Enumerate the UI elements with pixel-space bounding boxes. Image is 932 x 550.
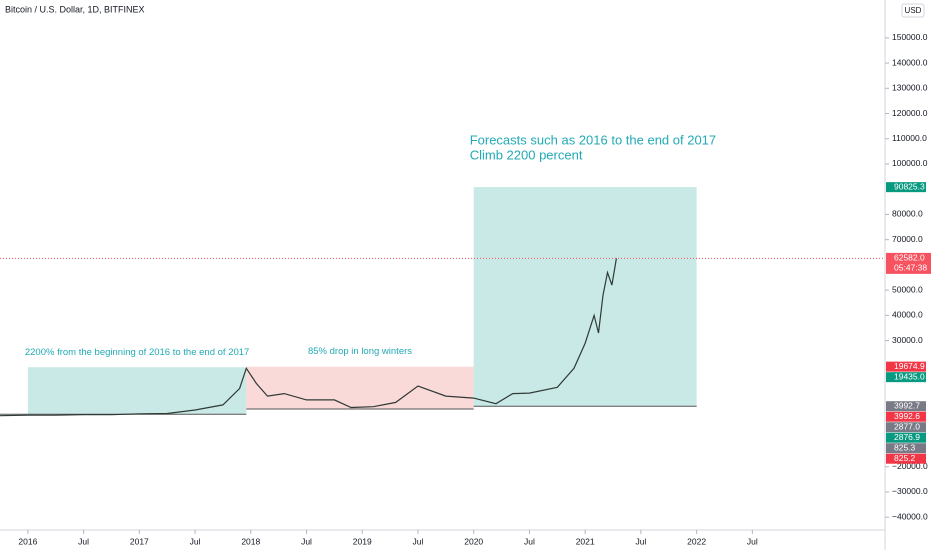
- price-tag-label: 90825.3: [894, 181, 925, 191]
- x-tick-label: Jul: [413, 536, 424, 546]
- price-tag-label: 2877.0: [894, 421, 920, 431]
- y-tick-label: 150000.0: [892, 32, 928, 42]
- x-tick-label: Jul: [747, 536, 758, 546]
- y-tick-label: 80000.0: [892, 209, 923, 219]
- box-annotation: 85% drop in long winters: [308, 346, 412, 357]
- chart-title: Bitcoin / U.S. Dollar, 1D, BITFINEX: [5, 4, 145, 14]
- range-box: [246, 366, 474, 410]
- y-tick-label: 140000.0: [892, 57, 928, 67]
- price-line: [0, 258, 617, 417]
- range-box: [473, 187, 697, 407]
- currency: USD: [905, 6, 922, 15]
- price-tag: [886, 182, 926, 193]
- price-tag-label: 19674.9: [894, 361, 925, 371]
- y-tick-label: 30000.0: [892, 335, 923, 345]
- x-tick-label: 2018: [241, 536, 260, 546]
- last-price-tag: [886, 252, 931, 274]
- plot-area: 2200% from the beginning of 2016 to the …: [0, 133, 885, 417]
- price-tag: [886, 361, 926, 372]
- price-tag-label: 3992.6: [894, 411, 920, 421]
- countdown: 05:47:38: [894, 263, 927, 273]
- x-tick-label: 2022: [687, 536, 706, 546]
- y-tick-label: −40000.0: [892, 511, 928, 521]
- x-tick-label: Jul: [635, 536, 646, 546]
- price-tag: [886, 432, 926, 443]
- last-price-label: 62582.0: [894, 253, 925, 263]
- price-tag-label: 825.3: [894, 442, 916, 452]
- x-tick-label: Jul: [524, 536, 535, 546]
- y-tick-label: −30000.0: [892, 486, 928, 496]
- price-tag: [886, 443, 926, 454]
- price-tag: [886, 372, 926, 383]
- x-tick-label: 2016: [18, 536, 37, 546]
- x-tick-label: 2019: [353, 536, 372, 546]
- y-tick-label: 50000.0: [892, 284, 923, 294]
- x-tick-label: 2020: [464, 536, 483, 546]
- y-tick-label: 70000.0: [892, 234, 923, 244]
- range-box: [27, 367, 247, 415]
- box-annotation: Forecasts such as 2016 to the end of 201…: [470, 133, 716, 148]
- price-tag-label: 19435.0: [894, 371, 925, 381]
- y-tick-label: 130000.0: [892, 83, 928, 93]
- x-tick-label: Jul: [301, 536, 312, 546]
- y-tick-label: 100000.0: [892, 158, 928, 168]
- price-tag-label: 3992.7: [894, 400, 920, 410]
- box-annotation: Climb 2200 percent: [470, 148, 583, 163]
- price-tag-label: 825.2: [894, 453, 916, 463]
- price-tag: [886, 453, 926, 464]
- y-tick-label: −20000.0: [892, 461, 928, 471]
- box-annotation: 2200% from the beginning of 2016 to the …: [25, 347, 249, 358]
- x-tick-label: Jul: [190, 536, 201, 546]
- y-tick-label: 40000.0: [892, 310, 923, 320]
- y-tick-label: 110000.0: [892, 133, 927, 143]
- x-tick-label: 2017: [130, 536, 149, 546]
- price-tag: [886, 401, 926, 412]
- currency-badge[interactable]: [901, 3, 925, 18]
- x-tick-label: 2021: [576, 536, 595, 546]
- price-tag: [886, 411, 926, 422]
- price-tag: [886, 422, 926, 433]
- price-tag-label: 2876.9: [894, 432, 920, 442]
- y-tick-label: 120000.0: [892, 108, 928, 118]
- x-tick-label: Jul: [78, 536, 89, 546]
